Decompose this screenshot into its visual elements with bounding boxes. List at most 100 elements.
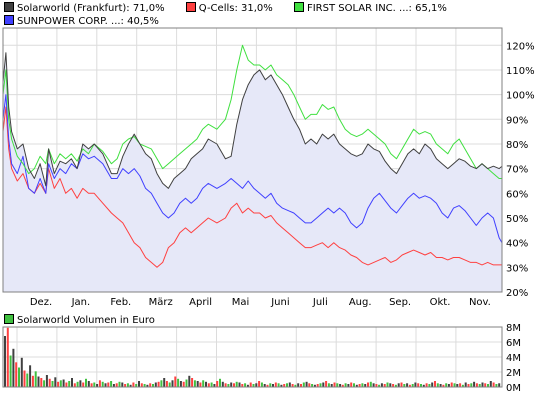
legend-label-firstsolar: FIRST SOLAR INC. ...: 65,1% xyxy=(306,3,447,14)
volume-bar xyxy=(325,381,328,387)
volume-bar xyxy=(76,381,79,388)
volume-bar xyxy=(475,383,478,388)
volume-bar xyxy=(274,382,277,387)
volume-bar xyxy=(37,376,40,387)
volume-bar xyxy=(168,382,171,387)
volume-bar xyxy=(210,382,213,387)
volume-bar xyxy=(71,378,73,387)
volume-bar xyxy=(65,382,68,387)
volume-bar xyxy=(406,383,409,388)
volume-bar xyxy=(93,382,96,387)
volume-bar xyxy=(313,384,316,388)
volume-bar xyxy=(213,384,216,387)
volume-bar xyxy=(255,383,258,388)
volume-y-tick-label: 6M xyxy=(506,338,521,349)
volume-bar xyxy=(258,381,261,387)
y-tick-label: 110% xyxy=(506,66,535,77)
volume-bar xyxy=(51,381,54,387)
volume-bar xyxy=(224,383,227,388)
volume-bar xyxy=(447,384,450,387)
volume-bar xyxy=(459,383,462,388)
x-tick-label: Sep. xyxy=(389,297,411,308)
volume-bar xyxy=(386,382,389,387)
volume-bar xyxy=(467,384,470,387)
volume-bar xyxy=(185,379,188,387)
price-chart-x-ticks: Dez. Jan. Feb. März April Mai Juni Juli Aug. Sep.… xyxy=(30,297,491,308)
volume-y-tick-label: 2M xyxy=(506,368,521,379)
volume-bar xyxy=(202,380,205,388)
volume-bar xyxy=(73,383,76,388)
series-line xyxy=(2,52,503,189)
volume-bar xyxy=(90,383,93,388)
legend-item-qcells: Q-Cells: 31,0% xyxy=(185,2,273,15)
legend-item-volume: Solarworld Volumen in Euro xyxy=(4,314,155,327)
volume-bar xyxy=(439,384,442,387)
volume-bar xyxy=(461,384,464,388)
legend-label-volume: Solarworld Volumen in Euro xyxy=(17,315,155,326)
series-line xyxy=(2,44,502,179)
y-tick-label: 80% xyxy=(506,140,528,151)
x-tick-label: Juli xyxy=(312,297,328,308)
volume-bar xyxy=(297,383,300,388)
volume-bar xyxy=(470,383,473,388)
volume-bar xyxy=(154,382,157,387)
price-chart-lines xyxy=(2,44,503,268)
volume-bar xyxy=(333,382,336,387)
x-tick-label: Dez. xyxy=(30,297,52,308)
price-chart-y-ticks: 20% 30% 40% 50% 60% 70% 80% 90% 100% 110% 120% xyxy=(506,41,535,299)
volume-bar xyxy=(442,384,445,388)
volume-bar xyxy=(143,384,146,387)
volume-bar xyxy=(397,383,400,388)
volume-bar xyxy=(54,377,57,388)
legend-row-2: SUNPOWER CORP. ...: 40,5% xyxy=(4,15,177,28)
volume-bar xyxy=(260,382,263,387)
volume-bar xyxy=(188,375,191,388)
volume-bar xyxy=(330,384,333,387)
volume-bar xyxy=(177,378,180,388)
volume-bar xyxy=(336,383,339,388)
x-tick-label: Jan. xyxy=(71,297,91,308)
volume-bar xyxy=(341,384,344,388)
volume-bar xyxy=(112,384,115,387)
volume-bar xyxy=(291,384,294,387)
y-tick-label: 100% xyxy=(506,91,535,102)
volume-bar xyxy=(179,381,182,387)
x-tick-label: Juni xyxy=(270,297,289,308)
volume-bar xyxy=(283,384,286,387)
volume-bar xyxy=(6,327,9,388)
volume-bar xyxy=(364,384,367,387)
volume-bar xyxy=(104,383,107,388)
volume-bar xyxy=(79,380,82,388)
volume-bar xyxy=(414,382,417,387)
x-tick-label: März xyxy=(149,297,173,308)
volume-bar xyxy=(82,382,85,387)
volume-bar xyxy=(233,383,235,388)
series-line xyxy=(2,94,503,243)
y-tick-label: 20% xyxy=(506,288,528,299)
volume-bar xyxy=(121,382,124,387)
volume-bar xyxy=(31,375,34,388)
volume-bar xyxy=(171,380,174,388)
volume-bar xyxy=(358,384,361,387)
volume-bar xyxy=(361,383,364,388)
legend-swatch-firstsolar xyxy=(293,2,304,12)
y-tick-label: 60% xyxy=(506,189,528,200)
volume-bar xyxy=(305,381,308,388)
volume-bar xyxy=(417,383,420,388)
volume-bar xyxy=(420,384,422,387)
volume-bar xyxy=(464,382,467,387)
volume-bar xyxy=(163,378,166,387)
volume-bar xyxy=(380,383,383,388)
volume-bar xyxy=(15,362,18,388)
volume-bar xyxy=(160,380,163,388)
volume-bar xyxy=(20,357,23,388)
volume-bar xyxy=(400,382,403,387)
volume-bar xyxy=(157,381,160,388)
volume-bar xyxy=(29,365,32,388)
volume-bar xyxy=(193,380,196,388)
volume-bar xyxy=(182,381,185,388)
volume-bar xyxy=(495,384,498,387)
volume-bar xyxy=(411,384,414,387)
volume-bar xyxy=(118,381,121,388)
